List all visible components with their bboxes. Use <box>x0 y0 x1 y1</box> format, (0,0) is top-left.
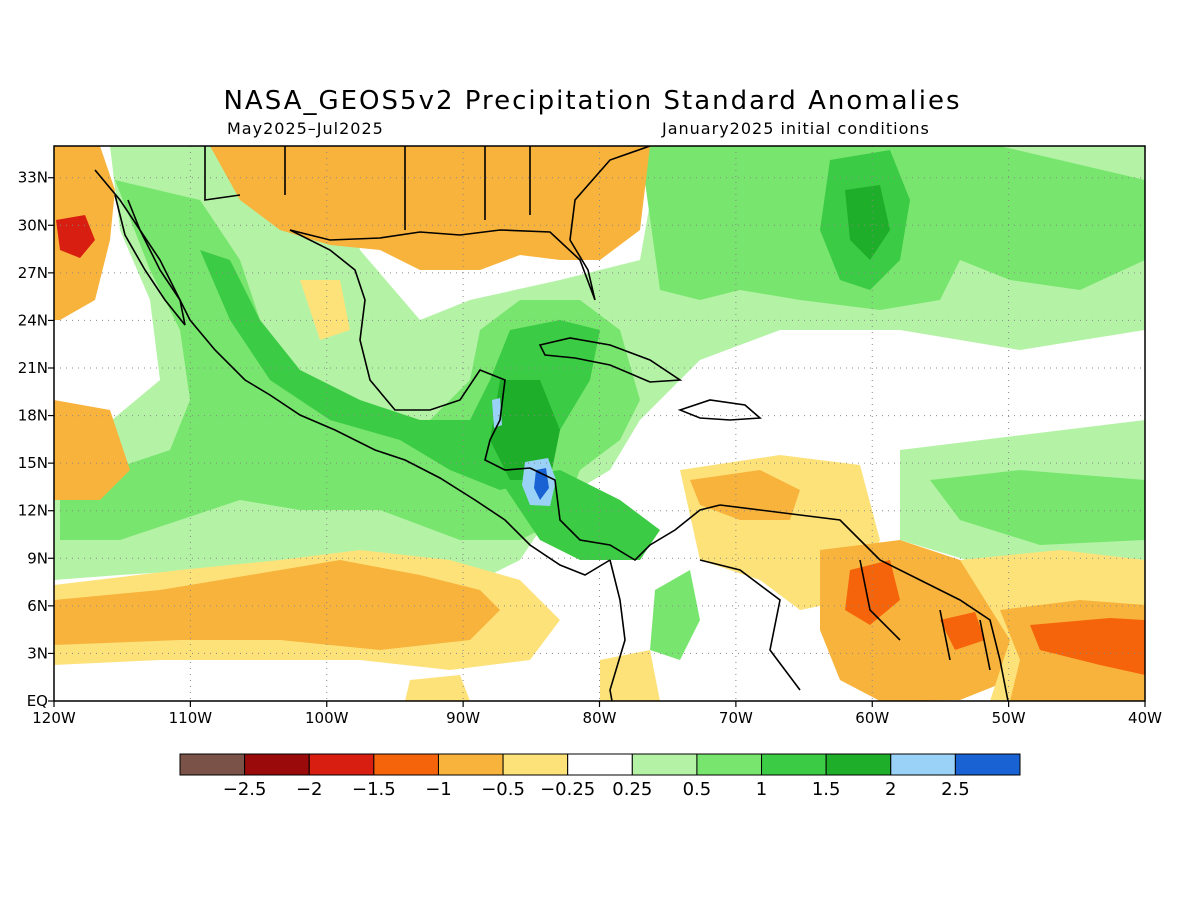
coastlines <box>94 146 1009 701</box>
anomaly-region <box>490 380 560 480</box>
lat-tick-label: 6N <box>27 597 48 615</box>
anomaly-region <box>600 650 660 701</box>
anomaly-region <box>845 560 900 625</box>
colorbar-swatch <box>179 753 246 776</box>
colorbar-label: −0.5 <box>481 779 525 800</box>
anomaly-region <box>650 570 700 660</box>
colorbar-swatch <box>761 753 827 776</box>
anomaly-region <box>300 280 350 340</box>
colorbar-swatch <box>890 753 956 776</box>
colorbar-swatch <box>631 753 698 776</box>
anomaly-region <box>690 470 800 520</box>
lon-tick-label: 50W <box>992 709 1026 727</box>
colorbar-swatch <box>954 753 1021 776</box>
colorbar-label: −1.5 <box>352 779 396 800</box>
coastline-us-gulf <box>289 146 651 301</box>
colorbar-label: 2.5 <box>941 779 970 800</box>
colorbar-swatch <box>373 753 439 776</box>
lon-tick-label: 100W <box>305 709 349 727</box>
colorbar: −2.5 −2 −1.5 −1 −0.5 −0.25 0.25 0.5 1 1.5 2 2.5 <box>179 753 1021 800</box>
forecast-period: May2025–Jul2025 <box>227 119 384 138</box>
lon-tick-label: 110W <box>169 709 213 727</box>
colorbar-label: −1 <box>425 779 452 800</box>
coastline-baja <box>114 194 186 326</box>
anomaly-region <box>54 560 500 650</box>
coastline-central-america <box>529 467 721 562</box>
lat-tick-label: 24N <box>18 311 48 329</box>
map-title: NASA_GEOS5v2 Precipitation Standard Anom… <box>223 86 962 116</box>
lat-tick-label: 33N <box>18 169 48 187</box>
initial-conditions: January2025 initial conditions <box>662 119 930 138</box>
lon-tick-label: 60W <box>855 709 889 727</box>
anomaly-region <box>845 185 890 260</box>
anomaly-region <box>210 146 650 270</box>
colorbar-swatch <box>696 753 763 776</box>
lon-tick-label: 70W <box>719 709 753 727</box>
colorbar-swatch <box>825 753 892 776</box>
lat-tick-label: 9N <box>27 549 48 567</box>
anomaly-region <box>1030 618 1145 675</box>
border-lines <box>204 146 991 691</box>
colorbar-label: −2.5 <box>223 779 267 800</box>
anomaly-region <box>940 612 985 650</box>
colorbar-label: 1 <box>756 779 767 800</box>
lon-tick-label: 80W <box>583 709 617 727</box>
anomaly-field <box>54 146 1145 701</box>
lon-tick-label: 40W <box>1128 709 1162 727</box>
colorbar-swatch <box>308 753 375 776</box>
colorbar-label: 0.5 <box>683 779 712 800</box>
lat-tick-label: 21N <box>18 359 48 377</box>
lat-lon-grid <box>54 146 1145 701</box>
coastline-hispaniola <box>677 399 762 421</box>
lat-tick-label: 3N <box>27 644 48 662</box>
colorbar-label: −0.25 <box>540 779 595 800</box>
lat-tick-label: EQ <box>27 692 48 710</box>
lat-tick-label: 27N <box>18 264 48 282</box>
longitude-labels: 120W 110W 100W 90W 80W 70W 60W 50W 40W <box>32 701 1162 727</box>
colorbar-swatch <box>502 753 569 776</box>
colorbar-swatch <box>244 753 310 776</box>
anomaly-region <box>930 470 1145 545</box>
lat-tick-label: 15N <box>18 454 48 472</box>
colorbar-label: 2 <box>885 779 896 800</box>
anomaly-region <box>405 675 470 701</box>
colorbar-swatch <box>437 753 504 776</box>
lat-tick-label: 18N <box>18 407 48 425</box>
lon-tick-label: 120W <box>32 709 76 727</box>
colorbar-label: −2 <box>296 779 323 800</box>
coastline-south-america <box>609 504 1009 701</box>
colorbar-swatch <box>567 753 633 776</box>
lon-tick-label: 90W <box>446 709 480 727</box>
colorbar-label: 1.5 <box>812 779 841 800</box>
anomaly-region <box>54 400 130 500</box>
latitude-labels: 33N 30N 27N 24N 21N 18N 15N 12N 9N 6N 3N EQ <box>18 169 54 710</box>
coastline-cuba <box>538 337 683 383</box>
colorbar-label: 0.25 <box>612 779 652 800</box>
lat-tick-label: 12N <box>18 502 48 520</box>
lat-tick-label: 30N <box>18 216 48 234</box>
anomaly-region <box>56 215 95 258</box>
coastline-mexico-pacific <box>94 169 611 576</box>
coastline-gulf <box>289 229 531 471</box>
